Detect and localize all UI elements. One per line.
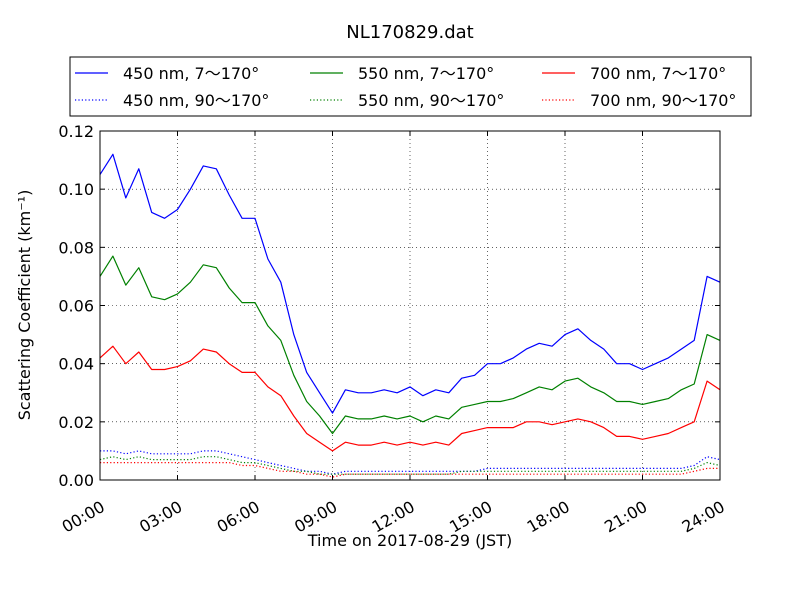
series-line-4 (99, 456, 721, 475)
y-tick-label: 0.10 (58, 180, 94, 199)
x-tick-label: 03:00 (136, 497, 185, 537)
series-group (99, 153, 721, 478)
series-line-2 (100, 450, 721, 475)
legend: 450 nm, 7～170° 550 nm, 7～170° 700 nm, 7～17… (69, 56, 752, 117)
x-tick-label: 18:00 (524, 497, 573, 537)
legend-box (69, 56, 752, 117)
y-axis-label: Scattering Coefficient (km⁻¹) (15, 190, 34, 421)
y-tick-label: 0.02 (58, 413, 94, 432)
legend-label: 700 nm, 90～170° (590, 91, 736, 110)
y-tick-label: 0.06 (58, 297, 94, 316)
series-line-1 (99, 153, 721, 414)
x-tick-label: 06:00 (214, 497, 263, 537)
legend-label: 450 nm, 7～170° (123, 64, 259, 83)
y-tick-label: 0.12 (58, 122, 94, 141)
legend-label: 700 nm, 7～170° (590, 64, 726, 83)
x-tick-label: 24:00 (679, 497, 728, 537)
y-tick-label: 0.00 (58, 471, 94, 490)
legend-label: 450 nm, 90～170° (123, 91, 269, 110)
chart-title: NL170829.dat (346, 22, 473, 43)
y-tick-label: 0.08 (58, 238, 94, 257)
y-tick-label: 0.04 (58, 355, 94, 374)
x-tick-label: 00:00 (59, 497, 108, 537)
legend-label: 550 nm, 7～170° (358, 64, 494, 83)
x-tick-label: 21:00 (601, 497, 650, 537)
legend-label: 550 nm, 90～170° (358, 91, 504, 110)
series-line-3 (99, 255, 721, 435)
series-line-5 (99, 345, 721, 452)
series-line-6 (100, 462, 720, 478)
x-axis-label: Time on 2017-08-29 (JST) (307, 531, 512, 550)
